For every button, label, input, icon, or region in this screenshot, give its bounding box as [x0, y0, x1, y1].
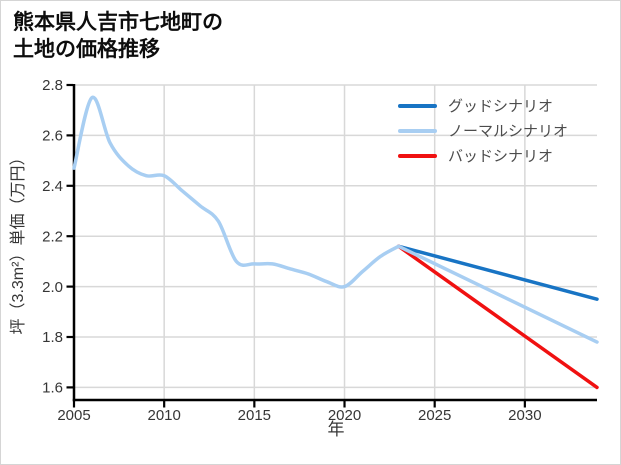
- legend-line-good: [398, 103, 437, 108]
- legend-line-bad: [398, 153, 437, 158]
- y-tick-label: 2.2: [42, 228, 63, 245]
- series-line-bad: [396, 244, 599, 390]
- y-tick-label: 2.4: [42, 178, 63, 195]
- y-tick-label: 1.8: [42, 329, 63, 346]
- gridlines: [74, 84, 597, 400]
- chart-title-line1: 熊本県人吉市七地町の: [13, 11, 223, 34]
- x-tick-label: 2015: [238, 407, 271, 424]
- x-tick-label: 2020: [328, 407, 361, 424]
- legend: グッドシナリオ ノーマルシナリオ バッドシナリオ: [398, 93, 568, 168]
- legend-label-normal: ノーマルシナリオ: [448, 123, 569, 140]
- y-tick-label: 2.6: [42, 128, 63, 145]
- x-tick-label: 2010: [147, 407, 180, 424]
- y-axis-title: 坪（3.3m²）単価（万円）: [9, 150, 27, 335]
- y-tick-label: 1.6: [42, 380, 63, 397]
- series-line-good: [396, 244, 599, 301]
- series-line-normal: [72, 95, 599, 344]
- legend-item-good[interactable]: グッドシナリオ: [398, 93, 568, 118]
- tick-labels: 1.6 1.8 2.0 2.2 2.4 2.6 2.8 2005 2010 2015 2020 202…: [42, 77, 541, 424]
- legend-item-normal[interactable]: ノーマルシナリオ: [398, 118, 568, 143]
- chart-title: 熊本県人吉市七地町の 土地の価格推移: [13, 9, 223, 63]
- legend-label-bad: バッドシナリオ: [448, 148, 554, 165]
- axes: [66, 83, 597, 408]
- legend-line-normal: [398, 128, 437, 133]
- y-tick-label: 2.0: [42, 279, 63, 296]
- y-tick-label: 2.8: [42, 77, 63, 94]
- series-lines: [72, 95, 599, 390]
- legend-label-good: グッドシナリオ: [448, 98, 554, 115]
- x-tick-label: 2025: [418, 407, 451, 424]
- x-tick-label: 2005: [57, 407, 90, 424]
- x-tick-label: 2030: [508, 407, 541, 424]
- chart-title-line2: 土地の価格推移: [13, 38, 160, 61]
- legend-item-bad[interactable]: バッドシナリオ: [398, 143, 568, 168]
- x-axis-title: 年: [328, 420, 345, 439]
